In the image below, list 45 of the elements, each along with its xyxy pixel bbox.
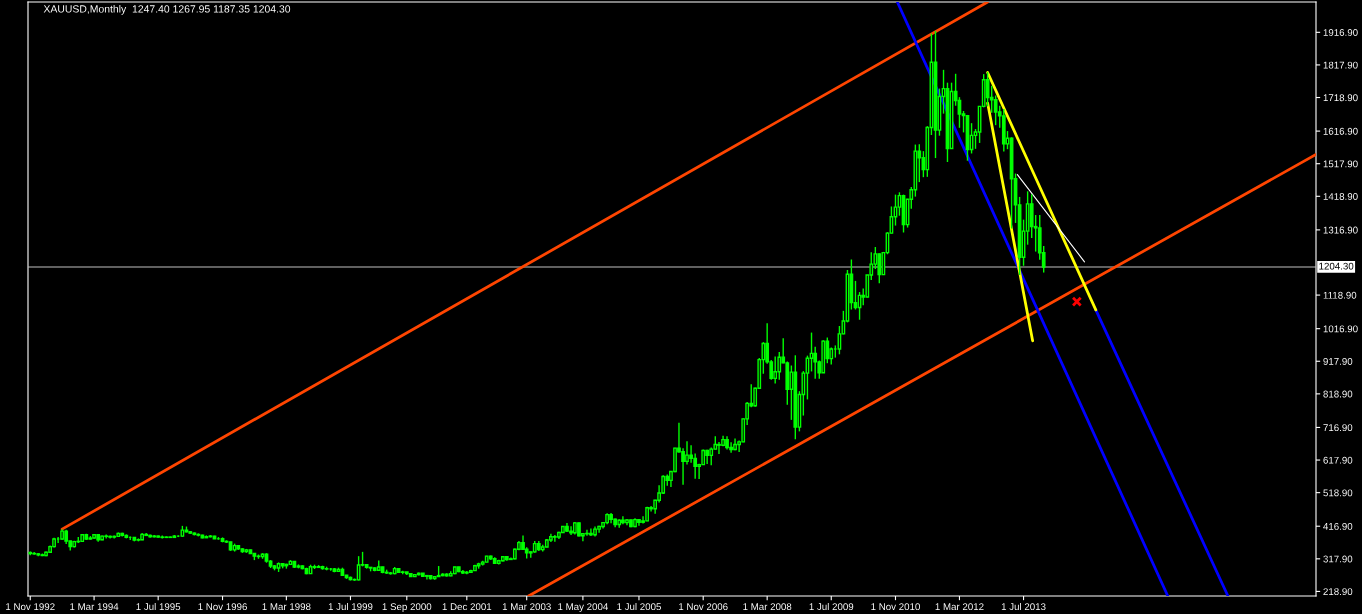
candlestick	[425, 574, 429, 581]
y-tick-label: 818.90	[1323, 390, 1353, 398]
y-tick-label: 617.90	[1323, 456, 1353, 464]
y-tick-label: 1616.90	[1323, 127, 1358, 135]
y-tick-label: 416.90	[1323, 522, 1353, 530]
x-tick-label: 1 Mar 2012	[935, 603, 984, 611]
candlestick	[773, 355, 778, 385]
x-tick-label: 1 Mar 1998	[262, 603, 311, 611]
y-tick-label: 1418.90	[1323, 193, 1358, 200]
x-tick-label: 1 Dec 2001	[442, 603, 492, 611]
x-tick-label: 1 Nov 2010	[871, 603, 920, 611]
candlestick	[777, 351, 782, 381]
x-tick-label: 1 Sep 2000	[382, 603, 432, 613]
candlestick	[685, 440, 689, 466]
x-tick-label: 1 Nov 2006	[679, 603, 728, 611]
y-tick-label: 518.90	[1323, 489, 1353, 497]
x-tick-label: 1 Jul 1995	[136, 602, 181, 611]
y-tick-label: 1118.90	[1323, 291, 1357, 299]
x-tick-label: 1 Mar 2003	[502, 603, 551, 611]
candlestick	[993, 94, 998, 126]
y-tick-label: 1817.90	[1323, 61, 1358, 69]
y-tick-label: 1016.90	[1323, 325, 1358, 333]
y-tick-label: 1517.90	[1323, 160, 1358, 168]
x-tick-label: 1 Jul 2009	[809, 602, 854, 611]
x-tick-label: 1 May 2004	[558, 603, 609, 613]
y-tick-label: 1916.90	[1323, 29, 1358, 36]
candlestick	[569, 525, 573, 536]
y-tick-label: 716.90	[1323, 424, 1353, 432]
x-tick-label: 1 Nov 1996	[198, 603, 247, 611]
candlestick	[589, 527, 593, 537]
y-tick-label: 1316.90	[1323, 226, 1358, 234]
x-tick-label: 1 Jul 2005	[617, 602, 661, 611]
x-tick-label: 1 Jul 1999	[328, 602, 373, 611]
ref-line-label: 1204.30	[1319, 262, 1354, 270]
x-tick-label: 1 Mar 2008	[743, 603, 792, 611]
y-tick-label: 317.90	[1323, 555, 1353, 563]
y-tick-label: 218.90	[1323, 588, 1353, 596]
chart-title: XAUUSD,Monthly 1247.40 1267.95 1187.35 1204.30	[43, 4, 291, 15]
candlestick	[717, 441, 721, 455]
y-tick-label: 917.90	[1323, 358, 1353, 365]
x-tick-label: 1 Nov 1992	[6, 603, 55, 611]
candlestick	[621, 515, 625, 525]
x-tick-label: 1 Jul 2013	[1001, 602, 1046, 611]
x-tick-label: 1 Mar 1994	[70, 603, 119, 611]
y-tick-label: 1718.90	[1323, 94, 1358, 102]
